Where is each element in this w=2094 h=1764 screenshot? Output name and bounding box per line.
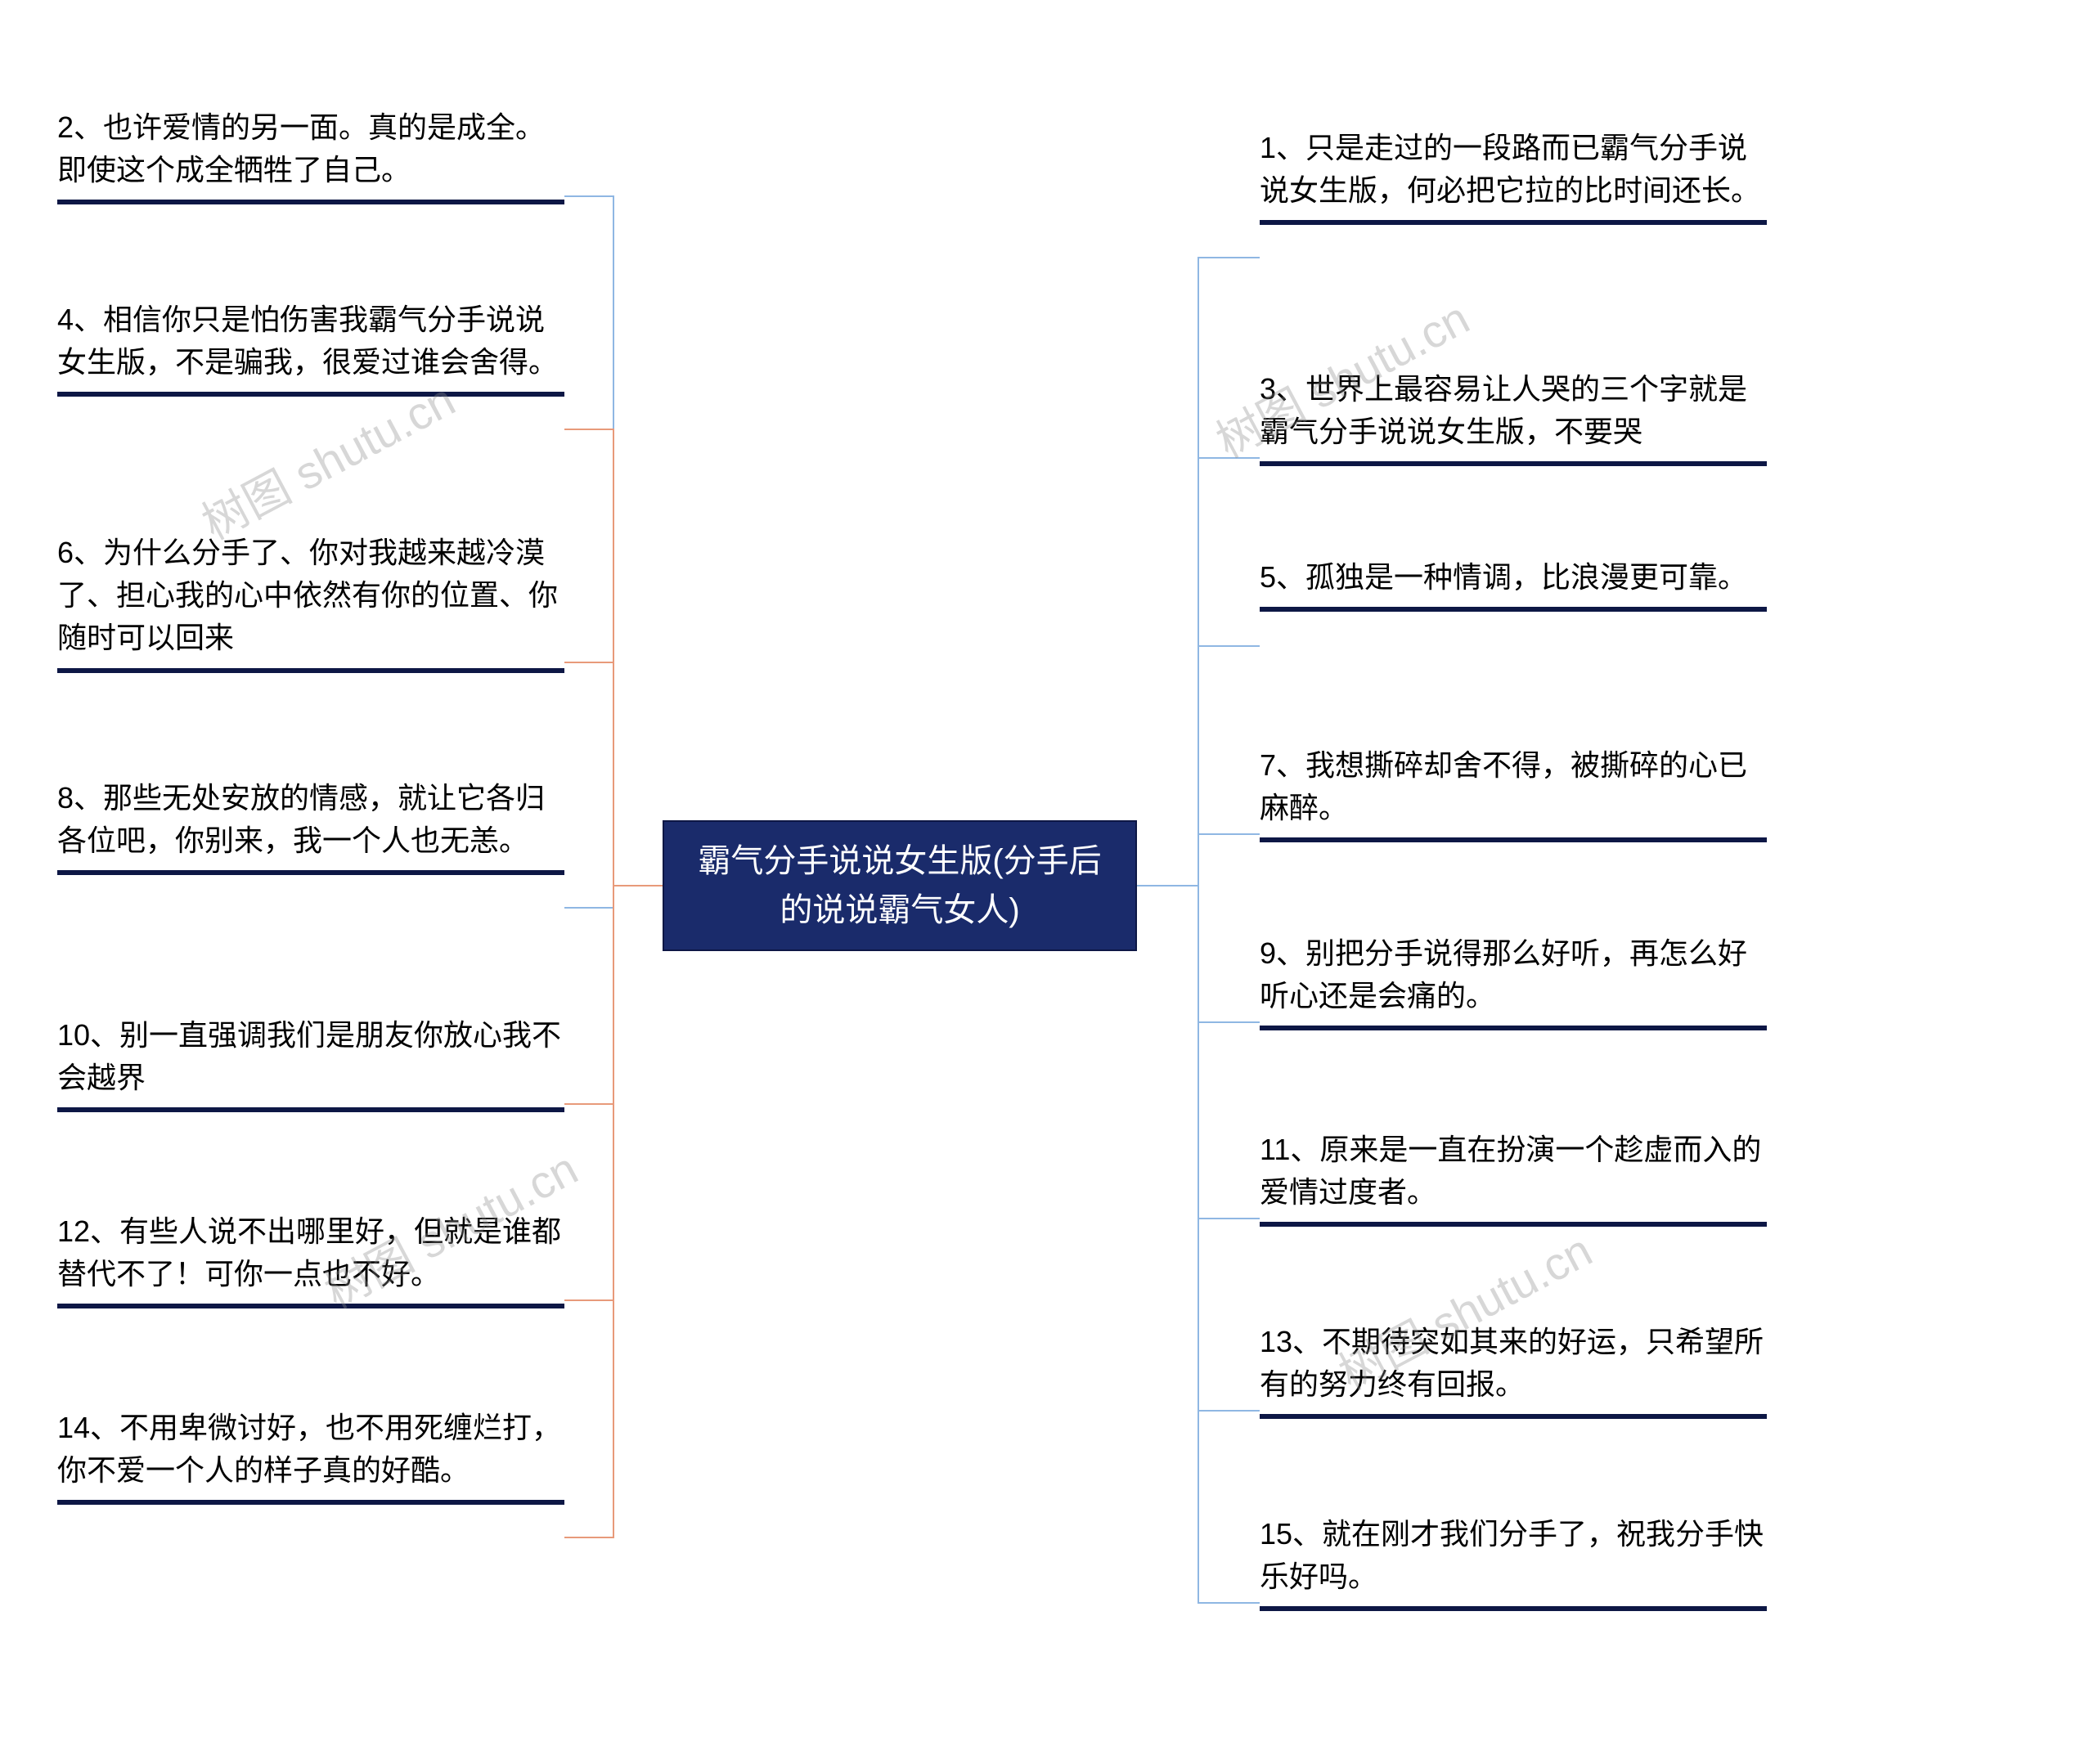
- right-node: 7、我想撕碎却舍不得，被撕碎的心已麻醉。: [1260, 744, 1767, 842]
- left-node-text: 6、为什么分手了、你对我越来越冷漠了、担心我的心中依然有你的位置、你随时可以回来: [57, 536, 558, 654]
- left-node: 8、那些无处安放的情感，就让它各归各位吧，你别来，我一个人也无恙。: [57, 777, 564, 875]
- right-node: 11、原来是一直在扮演一个趁虚而入的爱情过度者。: [1260, 1129, 1767, 1227]
- center-node: 霸气分手说说女生版(分手后的说说霸气女人): [663, 820, 1137, 951]
- right-node-text: 7、我想撕碎却舍不得，被撕碎的心已麻醉。: [1260, 748, 1747, 824]
- right-node: 9、别把分手说得那么好听，再怎么好听心还是会痛的。: [1260, 932, 1767, 1030]
- right-node-text: 3、世界上最容易让人哭的三个字就是霸气分手说说女生版，不要哭: [1260, 372, 1747, 448]
- right-node: 1、只是走过的一段路而已霸气分手说说女生版，何必把它拉的比时间还长。: [1260, 127, 1767, 225]
- left-node-text: 12、有些人说不出哪里好，但就是谁都替代不了！可你一点也不好。: [57, 1214, 561, 1290]
- right-node-text: 5、孤独是一种情调，比浪漫更可靠。: [1260, 560, 1747, 594]
- left-node: 4、相信你只是怕伤害我霸气分手说说女生版，不是骗我，很爱过谁会舍得。: [57, 298, 564, 397]
- left-node-text: 8、那些无处安放的情感，就让它各归各位吧，你别来，我一个人也无恙。: [57, 781, 545, 857]
- left-node: 6、为什么分手了、你对我越来越冷漠了、担心我的心中依然有你的位置、你随时可以回来: [57, 532, 564, 673]
- left-node-text: 4、相信你只是怕伤害我霸气分手说说女生版，不是骗我，很爱过谁会舍得。: [57, 303, 558, 379]
- right-node: 5、孤独是一种情调，比浪漫更可靠。: [1260, 556, 1767, 612]
- right-node: 15、就在刚才我们分手了，祝我分手快乐好吗。: [1260, 1513, 1767, 1611]
- left-node-text: 14、不用卑微讨好，也不用死缠烂打，你不爱一个人的样子真的好酷。: [57, 1411, 561, 1487]
- mindmap-canvas: 霸气分手说说女生版(分手后的说说霸气女人) 2、也许爱情的另一面。真的是成全。即…: [0, 0, 2094, 1764]
- right-node-text: 1、只是走过的一段路而已霸气分手说说女生版，何必把它拉的比时间还长。: [1260, 131, 1760, 207]
- left-node-text: 2、也许爱情的另一面。真的是成全。即使这个成全牺牲了自己。: [57, 110, 545, 186]
- right-node-text: 9、别把分手说得那么好听，再怎么好听心还是会痛的。: [1260, 936, 1747, 1012]
- right-node-text: 15、就在刚才我们分手了，祝我分手快乐好吗。: [1260, 1517, 1764, 1593]
- right-node: 3、世界上最容易让人哭的三个字就是霸气分手说说女生版，不要哭: [1260, 368, 1767, 466]
- center-node-text: 霸气分手说说女生版(分手后的说说霸气女人): [689, 837, 1111, 935]
- right-node-text: 13、不期待突如其来的好运，只希望所有的努力终有回报。: [1260, 1325, 1764, 1401]
- left-node: 12、有些人说不出哪里好，但就是谁都替代不了！可你一点也不好。: [57, 1210, 564, 1308]
- left-node-text: 10、别一直强调我们是朋友你放心我不会越界: [57, 1018, 561, 1094]
- left-node: 14、不用卑微讨好，也不用死缠烂打，你不爱一个人的样子真的好酷。: [57, 1407, 564, 1505]
- left-node: 10、别一直强调我们是朋友你放心我不会越界: [57, 1014, 564, 1112]
- right-node: 13、不期待突如其来的好运，只希望所有的努力终有回报。: [1260, 1321, 1767, 1419]
- left-node: 2、也许爱情的另一面。真的是成全。即使这个成全牺牲了自己。: [57, 106, 564, 204]
- right-node-text: 11、原来是一直在扮演一个趁虚而入的爱情过度者。: [1260, 1133, 1761, 1209]
